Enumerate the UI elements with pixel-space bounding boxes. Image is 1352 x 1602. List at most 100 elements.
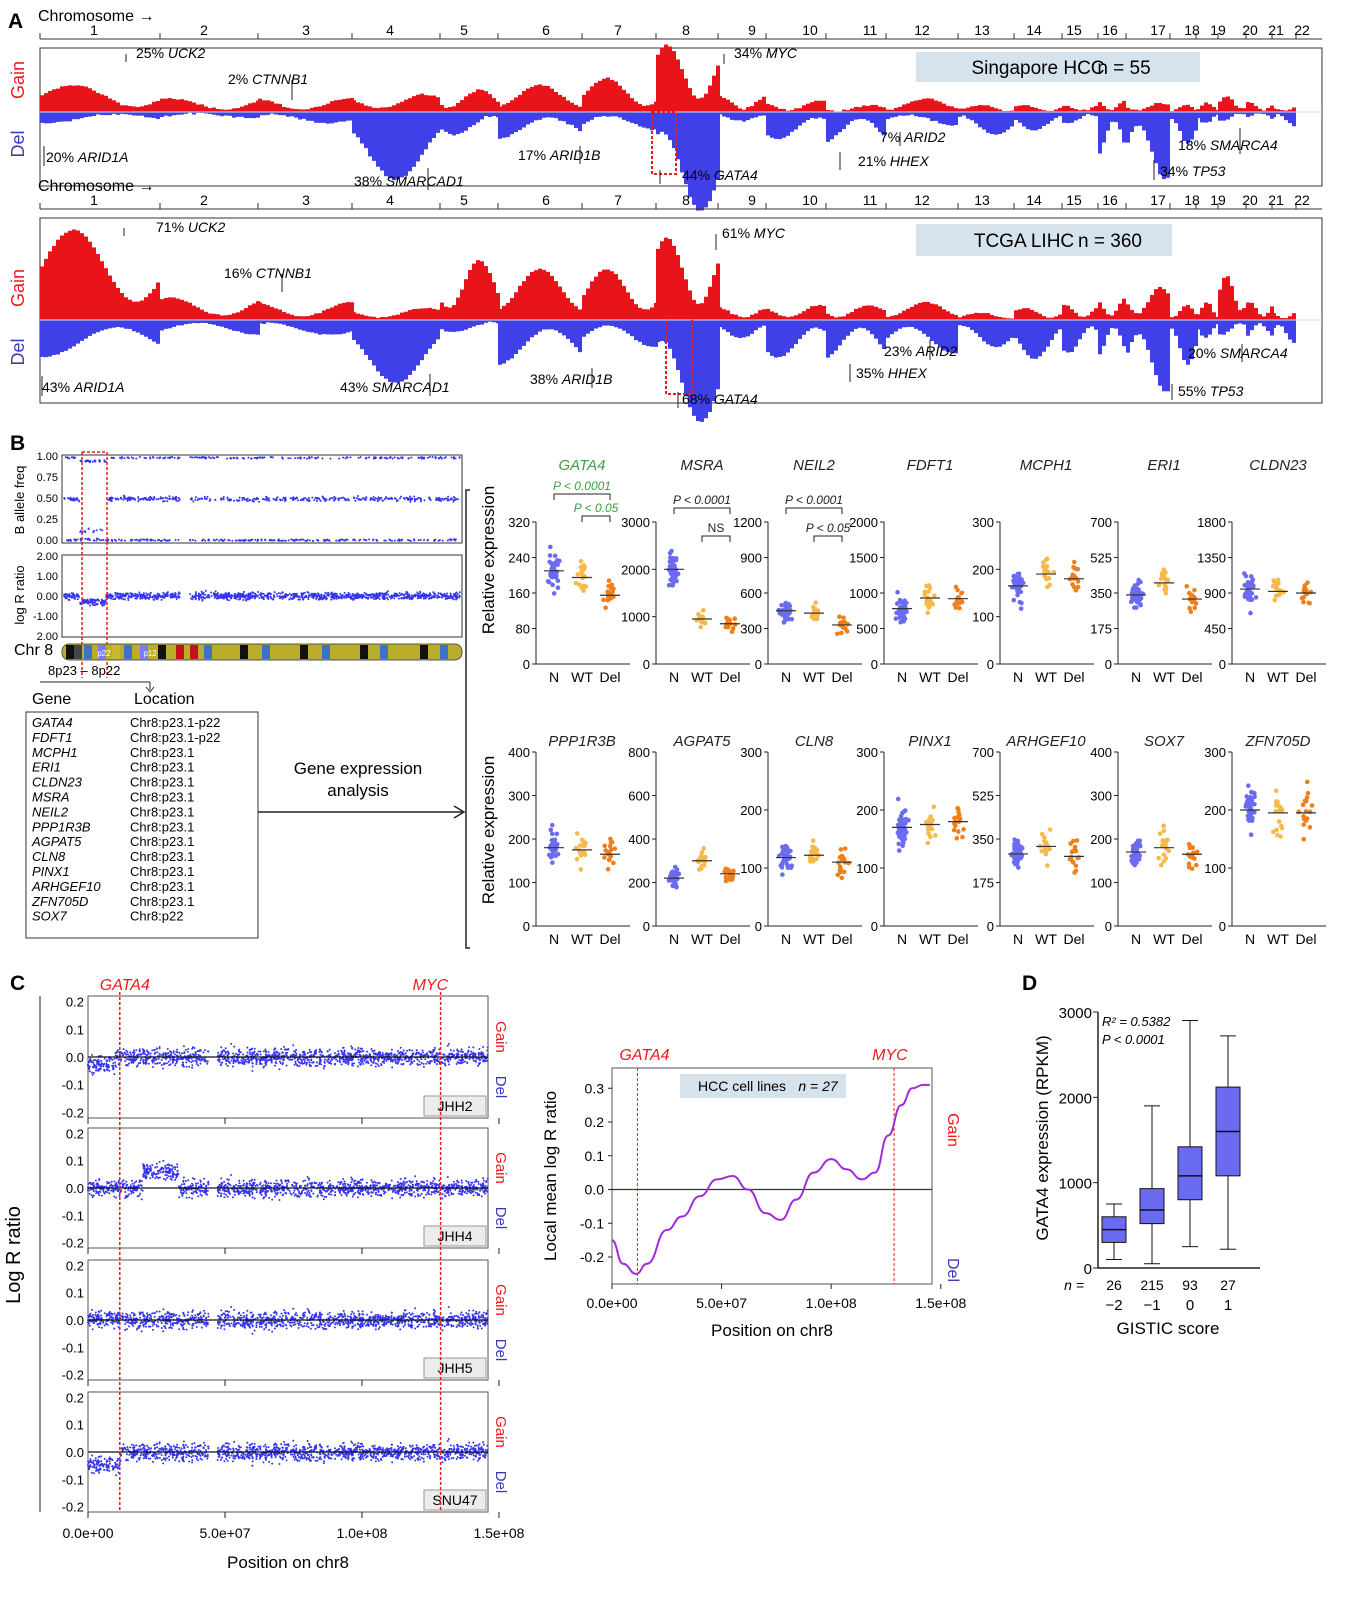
gene-plot-ytick-label: 1500 bbox=[849, 551, 878, 566]
baf-point bbox=[338, 539, 341, 542]
expression-point bbox=[1193, 601, 1199, 606]
logr-point bbox=[245, 599, 248, 602]
del-bar bbox=[586, 112, 590, 122]
del-bar bbox=[598, 320, 602, 328]
expression-point bbox=[1252, 810, 1257, 815]
logr-point bbox=[408, 597, 411, 600]
logr-point bbox=[122, 593, 125, 596]
del-bar bbox=[136, 320, 140, 333]
gain-bar bbox=[72, 85, 76, 112]
annotation-text: 55% TP53 bbox=[1178, 383, 1244, 399]
del-bar bbox=[334, 320, 338, 335]
baf-point bbox=[374, 497, 377, 500]
expression-point bbox=[1132, 848, 1137, 854]
del-bar bbox=[258, 320, 262, 324]
del-bar bbox=[236, 112, 240, 117]
gain-axis-label: Gain bbox=[8, 269, 28, 307]
logr-point bbox=[124, 598, 127, 601]
baf-point bbox=[152, 539, 155, 542]
baf-point bbox=[349, 456, 352, 459]
del-bar bbox=[1118, 112, 1122, 130]
gain-bar bbox=[1284, 318, 1288, 320]
baf-tick: 1.00 bbox=[37, 451, 58, 463]
del-bar bbox=[874, 320, 878, 339]
del-bar bbox=[1258, 320, 1262, 324]
gene-plot-xtick-label: N bbox=[549, 669, 559, 685]
baf-point bbox=[281, 499, 284, 502]
del-bar bbox=[762, 112, 766, 116]
expression-point bbox=[897, 597, 903, 603]
gain-bar bbox=[120, 293, 124, 320]
baf-point bbox=[454, 498, 457, 501]
gain-bar bbox=[546, 271, 550, 320]
baf-point bbox=[450, 456, 453, 459]
baf-point bbox=[79, 530, 82, 533]
chromosome-label: 18 bbox=[1184, 22, 1200, 38]
gene-plot-title: SOX7 bbox=[1144, 733, 1185, 750]
gain-bar bbox=[1242, 108, 1246, 112]
baf-point bbox=[396, 499, 399, 502]
del-bar bbox=[248, 112, 252, 119]
baf-point bbox=[74, 498, 77, 501]
gain-bar bbox=[498, 106, 502, 112]
expression-point bbox=[1184, 583, 1190, 589]
annotation-text: 71% UCK2 bbox=[156, 219, 225, 235]
gain-bar bbox=[766, 308, 770, 320]
logr-point bbox=[458, 591, 461, 594]
del-bar bbox=[444, 112, 448, 132]
del-bar bbox=[1070, 112, 1074, 123]
gain-bar bbox=[228, 314, 232, 320]
baf-point bbox=[364, 498, 367, 501]
baf-point bbox=[397, 457, 400, 460]
del-bar bbox=[48, 320, 52, 357]
del-bar bbox=[156, 320, 160, 344]
del-bar bbox=[660, 112, 664, 132]
gain-bar bbox=[634, 101, 638, 112]
chr8-band bbox=[440, 645, 448, 659]
logr-point bbox=[109, 594, 112, 597]
del-bar bbox=[910, 112, 914, 115]
gain-bar bbox=[874, 306, 878, 320]
gain-bar bbox=[818, 100, 822, 112]
cohort-title-box bbox=[916, 52, 1200, 82]
baf-point bbox=[428, 496, 431, 499]
annotation-pct: 18% bbox=[1178, 137, 1210, 153]
logr-point bbox=[278, 597, 281, 600]
gene-plot-ytick-label: 900 bbox=[1204, 586, 1226, 601]
gain-bar bbox=[970, 313, 974, 320]
baf-point bbox=[308, 499, 311, 502]
gene-plot-ytick-label: 1200 bbox=[733, 515, 762, 530]
del-bar bbox=[774, 112, 778, 139]
gain-bar bbox=[1062, 304, 1066, 320]
baf-point bbox=[405, 496, 408, 499]
expression-point bbox=[778, 863, 784, 868]
baf-point bbox=[137, 496, 140, 499]
gene-table-gene: MCPH1 bbox=[32, 745, 78, 760]
neil2-stat-2: P < 0.05 bbox=[806, 521, 851, 535]
gain-bar bbox=[994, 316, 998, 320]
gene-plot-xtick-label: WT bbox=[571, 931, 593, 947]
annotation-gene: CTNNB1 bbox=[252, 71, 308, 87]
gene-plot-xtick-label: Del bbox=[1063, 931, 1084, 947]
del-bar bbox=[1200, 320, 1204, 336]
baf-point bbox=[342, 456, 345, 459]
expression-point bbox=[1131, 854, 1137, 859]
logr-point bbox=[424, 595, 427, 598]
logr-point bbox=[194, 597, 197, 600]
baf-point bbox=[306, 499, 309, 502]
del-bar bbox=[1006, 320, 1010, 342]
del-bar bbox=[1158, 320, 1162, 386]
gene-table-gene: NEIL2 bbox=[32, 804, 69, 819]
baf-point bbox=[145, 457, 148, 460]
gain-bar bbox=[1262, 110, 1266, 112]
gain-bar bbox=[1126, 107, 1130, 112]
logr-point bbox=[177, 593, 180, 596]
baf-point bbox=[446, 499, 449, 502]
gain-bar bbox=[484, 91, 488, 112]
logr-point bbox=[233, 597, 236, 600]
del-bar bbox=[1292, 320, 1296, 343]
expression-point bbox=[702, 859, 708, 864]
annotation-pct: 20% bbox=[46, 149, 78, 165]
del-bar bbox=[372, 112, 376, 161]
baf-point bbox=[420, 500, 423, 503]
